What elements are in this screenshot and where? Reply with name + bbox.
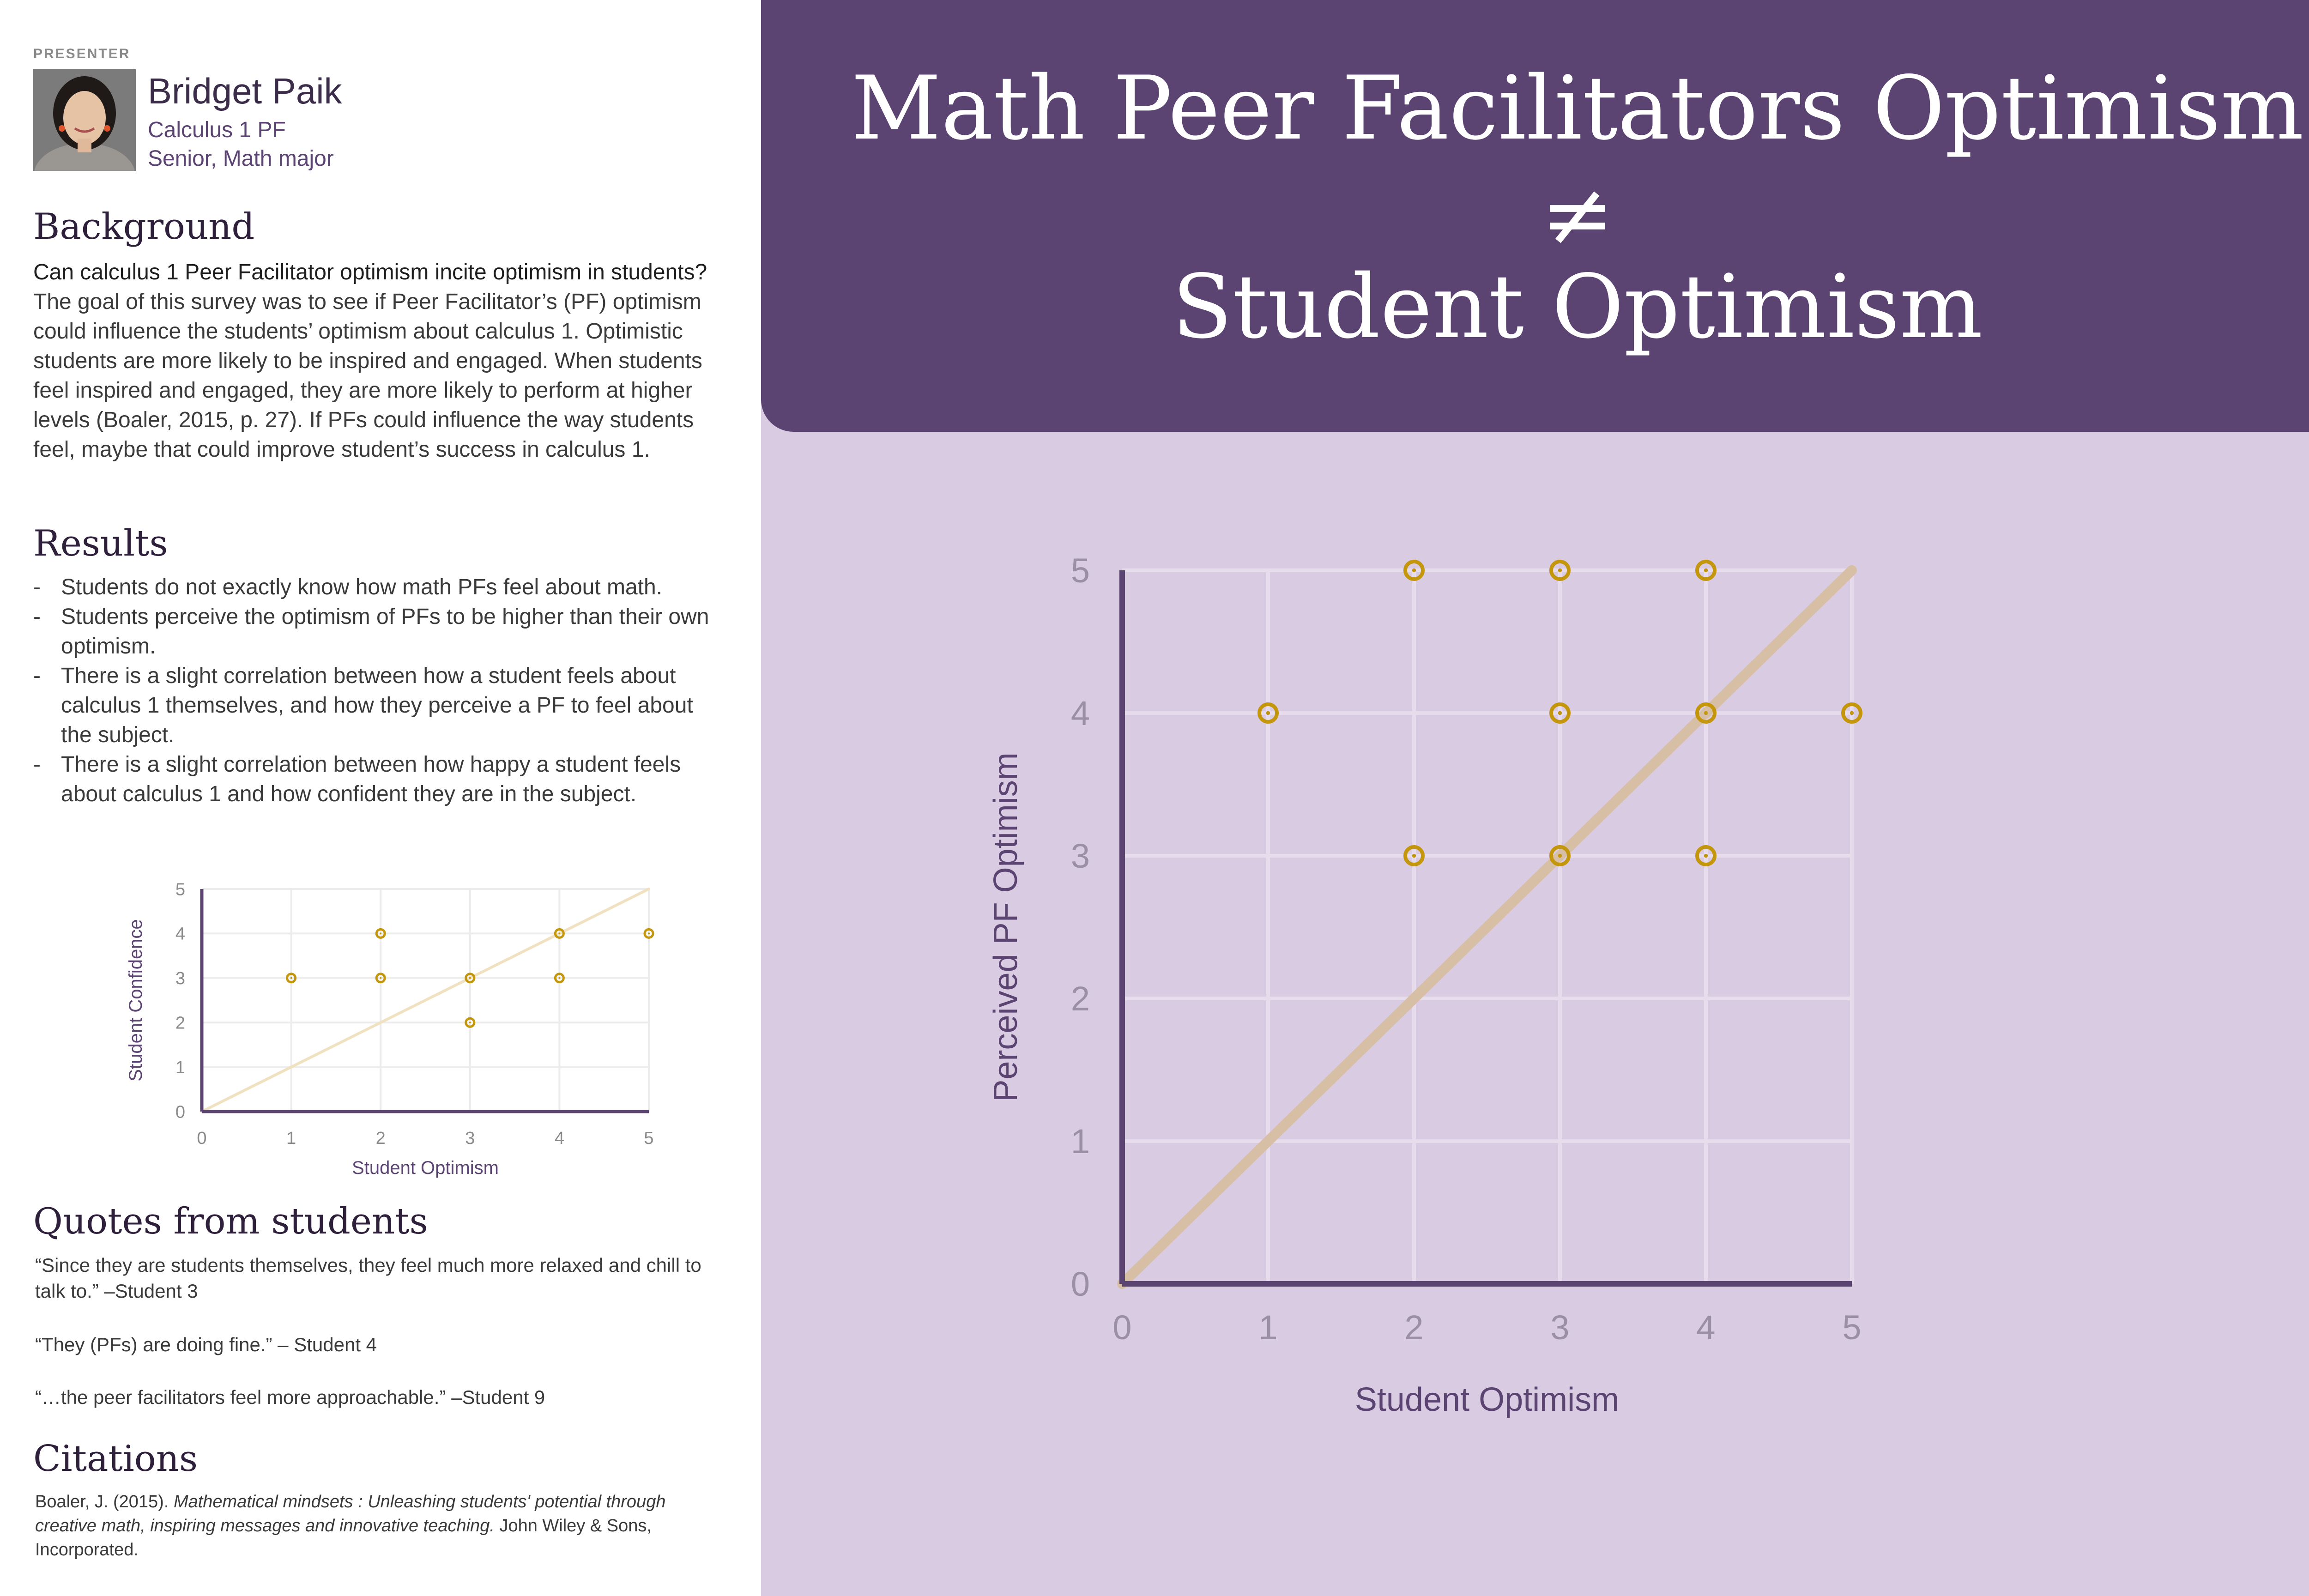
x-tick-label: 1	[1258, 1308, 1277, 1347]
x-tick-label: 3	[465, 1129, 475, 1148]
avatar-photo	[33, 69, 136, 171]
pf-optimism-scatter-chart: 0 1 2 3 4 5 0 1 2 3 4 5 Student Optimism Perceived PF…	[987, 551, 1862, 1418]
citation-publisher: John Wiley & Sons, Incorporated.	[35, 1516, 652, 1560]
confidence-scatter-chart: 0 1 2 3 4 5 0 1 2 3 4 5 Student Optimism Student Conf…	[126, 880, 654, 1178]
y-tick-label: 0	[1071, 1265, 1090, 1303]
data-point	[1695, 845, 1717, 866]
y-tick-label: 2	[1071, 979, 1090, 1018]
quote-3: “…the peer facilitators feel more approa…	[35, 1386, 545, 1408]
title-line-1: Math Peer Facilitators Optimism	[851, 57, 2304, 159]
x-tick-label: 3	[1550, 1308, 1569, 1347]
title-line-3: Student Optimism	[1172, 256, 1983, 358]
presenter-name: Bridget Paik	[148, 71, 342, 111]
x-tick-label: 1	[286, 1129, 296, 1148]
citations-heading: Citations	[33, 1438, 198, 1480]
y-tick-label: 1	[175, 1058, 185, 1077]
data-point	[375, 973, 386, 984]
background-text: Can calculus 1 Peer Facilitator optimism…	[33, 258, 726, 465]
data-point	[554, 973, 565, 984]
background-lead: Can calculus 1 Peer Facilitator optimism…	[33, 260, 707, 284]
presenter-role: Calculus 1 PF	[148, 118, 286, 142]
not-equal-symbol: ≠	[1541, 163, 1614, 266]
x-tick-label: 2	[376, 1129, 386, 1148]
avatar	[33, 69, 136, 171]
data-point	[375, 928, 386, 939]
y-axis-label: Student Confidence	[126, 919, 146, 1081]
presenter-label: PRESENTER	[33, 46, 131, 61]
quote-1: “Since they are students themselves, the…	[35, 1254, 701, 1302]
data-point	[1695, 560, 1717, 581]
x-axis-label: Student Optimism	[1355, 1381, 1619, 1418]
y-tick-label: 1	[1071, 1122, 1090, 1161]
title-banner: Math Peer Facilitators Optimism ≠ Studen…	[761, 0, 2309, 432]
data-point	[286, 973, 297, 984]
results-list: Students do not exactly know how math PF…	[33, 573, 726, 809]
left-column: PRESENTER Bridget Paik Calculus 1 PF Sen…	[0, 0, 761, 1596]
y-tick-label: 0	[175, 1102, 185, 1122]
reference-line	[1117, 565, 1857, 1289]
data-point	[1403, 845, 1425, 866]
citation-entry: Boaler, J. (2015). Mathematical mindsets…	[35, 1490, 700, 1562]
background-heading: Background	[33, 206, 255, 248]
x-tick-label: 4	[1696, 1308, 1715, 1347]
data-point	[1549, 845, 1571, 866]
results-bullet: Students do not exactly know how math PF…	[33, 573, 726, 602]
citation-title: Mathematical mindsets : Unleashing stude…	[35, 1492, 666, 1536]
citation-author: Boaler, J. (2015).	[35, 1492, 174, 1511]
x-tick-label: 5	[1842, 1308, 1861, 1347]
right-panel: Math Peer Facilitators Optimism ≠ Studen…	[761, 0, 2309, 1596]
y-tick-label: 3	[175, 969, 185, 988]
results-bullet: There is a slight correlation between ho…	[33, 750, 726, 809]
x-tick-label: 0	[1112, 1308, 1131, 1347]
data-point	[1403, 560, 1425, 581]
data-point	[465, 973, 476, 984]
quote-2: “They (PFs) are doing fine.” – Student 4	[35, 1334, 377, 1355]
y-axis-label: Perceived PF Optimism	[987, 752, 1024, 1101]
results-bullet: There is a slight correlation between ho…	[33, 661, 726, 750]
y-tick-label: 4	[1071, 694, 1090, 732]
y-tick-label: 2	[175, 1014, 185, 1033]
data-point	[554, 928, 565, 939]
x-tick-label: 2	[1404, 1308, 1423, 1347]
data-point	[465, 1017, 476, 1028]
quotes-heading: Quotes from students	[33, 1201, 428, 1242]
data-point	[1695, 702, 1717, 724]
data-point	[1549, 702, 1571, 724]
background-body: The goal of this survey was to see if Pe…	[33, 290, 702, 462]
y-tick-label: 5	[175, 880, 185, 899]
x-tick-label: 0	[197, 1129, 206, 1148]
data-point	[1257, 702, 1279, 724]
y-tick-label: 5	[1071, 551, 1090, 590]
reference-line	[200, 888, 650, 1113]
x-tick-label: 4	[555, 1129, 564, 1148]
x-axis-label: Student Optimism	[352, 1158, 499, 1178]
y-tick-label: 3	[1071, 837, 1090, 875]
data-point	[643, 928, 654, 939]
results-bullet: Students perceive the optimism of PFs to…	[33, 602, 726, 661]
data-point	[1549, 560, 1571, 581]
data-point	[1841, 702, 1862, 724]
x-tick-label: 5	[644, 1129, 653, 1148]
presenter-standing: Senior, Math major	[148, 146, 334, 171]
y-tick-label: 4	[175, 925, 185, 944]
results-heading: Results	[33, 523, 168, 564]
